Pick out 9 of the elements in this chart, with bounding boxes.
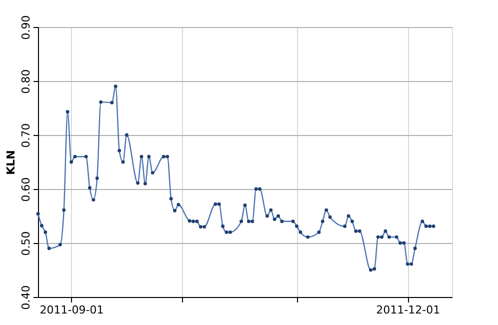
y-axis-title: KLN (4, 150, 18, 175)
y-tick-label: 0.40 (20, 285, 32, 310)
x-tick-label: 2011-12-01 (376, 304, 440, 316)
y-tick-label: 0.90 (20, 15, 32, 40)
y-tick-label: 0.70 (20, 123, 32, 148)
y-tick-label: 0.60 (20, 177, 32, 202)
y-tick-label: 0.50 (20, 231, 32, 256)
x-tick-label: 2011-09-01 (40, 304, 104, 316)
y-tick-label: 0.80 (20, 69, 32, 94)
